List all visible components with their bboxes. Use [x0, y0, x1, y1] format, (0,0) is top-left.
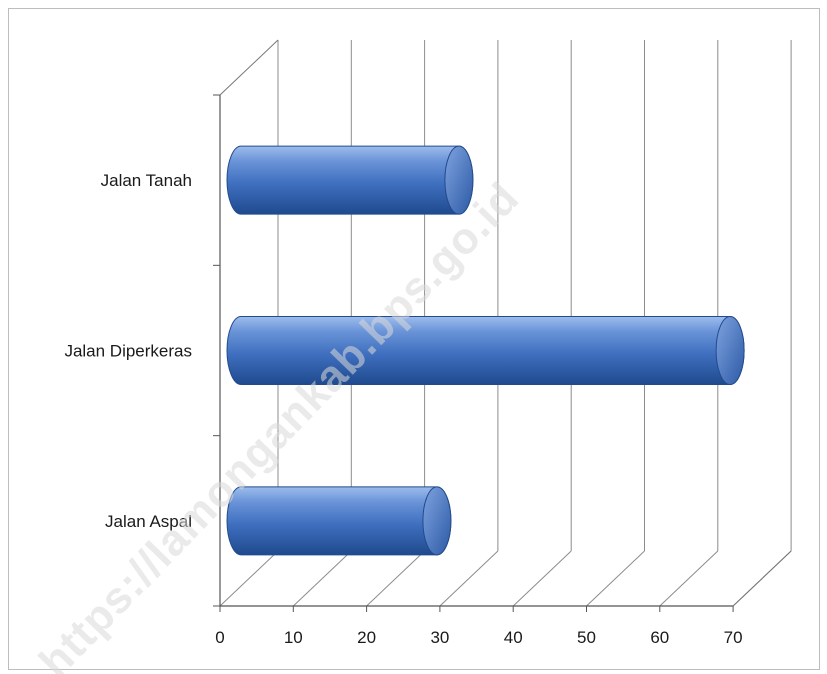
- grid-lines: [219, 40, 792, 607]
- category-label: Jalan Diperkeras: [64, 342, 192, 361]
- floor-gridline: [659, 550, 719, 607]
- x-tick-label: 60: [650, 628, 669, 647]
- x-tick-labels: 0 10 20 30 40 50 60 70: [215, 628, 742, 647]
- bar: [226, 486, 452, 556]
- bar-end-cap: [444, 145, 474, 215]
- bar-end-cap: [715, 316, 745, 385]
- floor-gridline: [366, 550, 425, 607]
- x-tick-label: 10: [284, 628, 303, 647]
- bar: [226, 145, 474, 215]
- side-wall-top-edge: [219, 39, 279, 96]
- floor-gridline: [219, 550, 279, 607]
- bar-body: [226, 486, 452, 556]
- x-tick-label: 70: [724, 628, 743, 647]
- x-tick-label: 0: [215, 628, 224, 647]
- category-label: Jalan Aspal: [105, 512, 192, 531]
- x-tick-label: 20: [357, 628, 376, 647]
- watermark-text: https://lamongankab.bps.go.id: [30, 173, 529, 674]
- bar-body: [226, 145, 474, 215]
- floor-gridline: [512, 550, 572, 607]
- x-tick-label: 30: [430, 628, 449, 647]
- floor-gridline: [292, 550, 352, 607]
- category-label: Jalan Tanah: [101, 171, 192, 190]
- x-tick-label: 40: [504, 628, 523, 647]
- floor-right-edge: [732, 550, 792, 607]
- floor-gridline: [439, 550, 499, 607]
- x-tick-label: 50: [577, 628, 596, 647]
- bars: [226, 145, 745, 556]
- category-labels: Jalan Aspal Jalan Diperkeras Jalan Tanah: [64, 171, 192, 531]
- bar: [226, 316, 745, 385]
- axes: [213, 39, 792, 612]
- bar-end-cap: [422, 486, 452, 556]
- floor-gridline: [586, 550, 645, 607]
